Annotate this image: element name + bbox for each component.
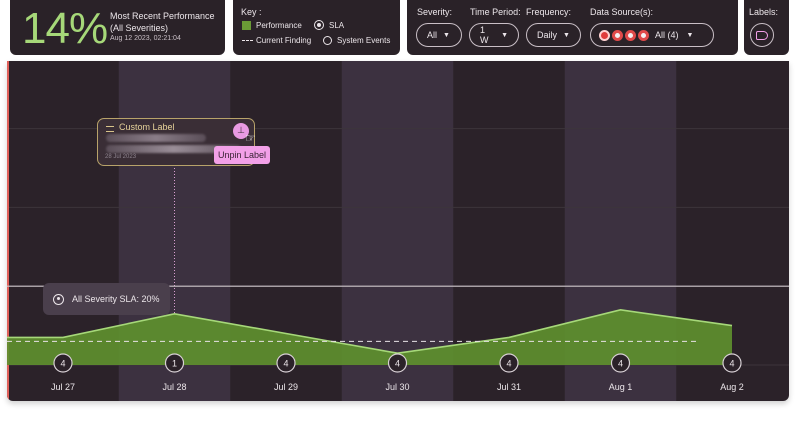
redacted-line-2 [106, 145, 241, 153]
system-event-count: 4 [395, 359, 400, 369]
performance-timestamp: Aug 12 2023, 02:21:04 [110, 35, 181, 42]
pin-icon: ⊥ [237, 126, 245, 136]
x-tick-label: Jul 28 [162, 382, 186, 392]
system-event-marker[interactable] [722, 353, 742, 373]
performance-area [7, 309, 732, 365]
system-event-count: 4 [283, 359, 288, 369]
performance-summary-card: 14% Most Recent Performance (All Severit… [10, 0, 225, 55]
data-source-1-icon [599, 29, 610, 41]
system-events-circle-icon [323, 36, 332, 45]
severity-label: Severity: [417, 7, 453, 17]
current-finding-dash-icon [242, 40, 253, 41]
unpin-tooltip: Unpin Label [214, 146, 271, 164]
severity-dropdown[interactable]: All ▼ [416, 23, 462, 47]
custom-label-date: 28 Jul 2023 [105, 154, 137, 160]
system-event-count: 4 [506, 359, 511, 369]
tag-icon [756, 30, 768, 40]
red-edge-marker [7, 61, 9, 401]
key-sla-label: SLA [329, 21, 345, 30]
redacted-line-1 [106, 134, 206, 142]
system-event-marker[interactable] [164, 353, 185, 373]
frequency-value: Daily [537, 30, 558, 40]
chevron-down-icon: ▼ [501, 31, 508, 39]
sla-badge-text: All Severity SLA: 20% [72, 294, 160, 304]
system-event-count: 4 [729, 359, 734, 369]
performance-swatch-icon [242, 21, 251, 30]
time-period-dropdown[interactable]: 1 W ▼ [469, 23, 519, 47]
time-period-label: Time Period: [470, 7, 521, 17]
labels-card: Labels: [744, 0, 789, 55]
menu-lines-icon [106, 126, 114, 132]
custom-label-title: Custom Label [119, 122, 175, 132]
x-tick-label: Jul 31 [497, 382, 521, 392]
performance-title-line1: Most Recent Performance [110, 11, 215, 21]
system-event-count: 1 [172, 359, 177, 369]
chevron-down-icon: ▼ [443, 31, 450, 39]
time-period-value: 1 W [480, 25, 489, 45]
x-tick-label: Aug 2 [720, 382, 744, 392]
data-sources-label: Data Source(s): [590, 7, 654, 17]
system-event-marker[interactable] [53, 353, 73, 373]
system-event-marker[interactable] [610, 353, 631, 373]
big-percent: 14% [22, 4, 108, 53]
key-system-events-label: System Events [337, 36, 391, 45]
severity-value: All [427, 30, 438, 40]
pin-button[interactable]: ⊥ [233, 123, 249, 139]
data-sources-dropdown[interactable]: All (4) ▼ [590, 23, 714, 47]
key-current-finding-label: Current Finding [256, 36, 312, 45]
chart-svg: 4 1 4 4 4 4 4 Jul 27 Jul 28 Jul 29 Jul 30 Jul 31 Au… [7, 61, 789, 401]
x-tick-label: Jul 29 [274, 382, 298, 392]
custom-label-card[interactable]: Custom Label 28 Jul 2023 ⊥ ☞ [97, 118, 256, 166]
filters-card: Severity: All ▼ Time Period: 1 W ▼ Frequ… [407, 0, 738, 55]
day-band [341, 61, 454, 401]
performance-title-line2: (All Severities) [110, 23, 169, 33]
sla-crosshair-icon [53, 293, 64, 305]
chevron-down-icon: ▼ [686, 31, 694, 39]
system-event-marker[interactable] [387, 353, 408, 373]
data-source-2-icon [612, 29, 623, 41]
sla-badge: All Severity SLA: 20% [43, 283, 170, 315]
key-title: Key : [241, 7, 262, 17]
data-source-4-icon [638, 29, 649, 41]
data-sources-value: All (4) [655, 30, 679, 40]
frequency-dropdown[interactable]: Daily ▼ [526, 23, 581, 47]
system-event-marker[interactable] [499, 353, 519, 373]
key-performance-label: Performance [256, 21, 302, 30]
x-tick-label: Jul 27 [51, 382, 75, 392]
frequency-label: Frequency: [526, 7, 572, 17]
add-label-button[interactable] [750, 23, 774, 47]
sla-target-icon [314, 20, 324, 30]
chevron-down-icon: ▼ [563, 31, 570, 39]
system-event-count: 4 [618, 359, 623, 369]
hand-cursor-icon: ☞ [245, 131, 256, 145]
x-tick-label: Jul 30 [385, 382, 409, 392]
system-event-marker[interactable] [276, 353, 296, 373]
system-event-count: 4 [60, 359, 65, 369]
performance-chart: 4 1 4 4 4 4 4 Jul 27 Jul 28 Jul 29 Jul 30 Jul 31 Au… [7, 61, 789, 401]
performance-line [7, 309, 733, 354]
x-tick-label: Aug 1 [609, 382, 633, 392]
labels-label: Labels: [749, 7, 779, 17]
data-source-3-icon [625, 29, 636, 41]
key-card: Key : Performance SLA Current Finding Sy… [233, 0, 400, 55]
